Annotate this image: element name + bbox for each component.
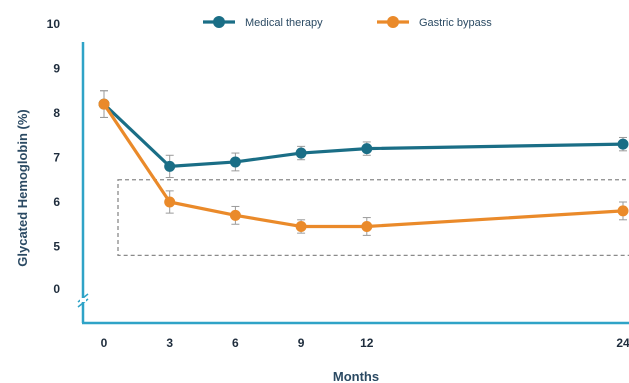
data-point bbox=[164, 161, 175, 172]
data-point bbox=[361, 221, 372, 232]
y-tick-label: 10 bbox=[47, 17, 61, 31]
y-tick-label: 6 bbox=[53, 195, 60, 209]
legend-item: Gastric bypass bbox=[377, 16, 492, 29]
data-point bbox=[618, 139, 629, 150]
legend-label: Gastric bypass bbox=[419, 17, 492, 29]
data-point bbox=[296, 148, 307, 159]
x-tick-label: 24 bbox=[616, 336, 629, 350]
y-tick-label: 9 bbox=[53, 62, 60, 76]
legend-marker bbox=[213, 16, 225, 28]
series-gastric-bypass bbox=[99, 91, 629, 236]
data-point bbox=[99, 99, 110, 110]
axis-break-gap bbox=[80, 298, 86, 302]
y-tick-label: 7 bbox=[53, 151, 60, 165]
data-point bbox=[361, 143, 372, 154]
data-point bbox=[230, 156, 241, 167]
data-point bbox=[296, 221, 307, 232]
x-axis-title: Months bbox=[333, 369, 379, 383]
series-layer bbox=[99, 91, 629, 236]
x-tick-label: 9 bbox=[298, 336, 305, 350]
legend: Medical therapy Gastric bypass bbox=[203, 16, 492, 29]
y-tick-label: 8 bbox=[53, 106, 60, 120]
data-point bbox=[230, 210, 241, 221]
reference-range-box bbox=[118, 180, 629, 256]
y-tick-label: 0 bbox=[53, 282, 60, 296]
data-point bbox=[164, 197, 175, 208]
legend-marker bbox=[387, 16, 399, 28]
reference-range-box-layer bbox=[118, 180, 629, 256]
x-tick-label: 3 bbox=[166, 336, 173, 350]
series-line bbox=[104, 104, 623, 166]
series-medical-therapy bbox=[99, 91, 629, 178]
x-tick-label: 6 bbox=[232, 336, 239, 350]
y-axis-title: Glycated Hemoglobin (%) bbox=[15, 109, 30, 266]
y-tick-label: 5 bbox=[53, 240, 60, 254]
x-tick-label: 0 bbox=[101, 336, 108, 350]
legend-label: Medical therapy bbox=[245, 17, 323, 29]
data-point bbox=[618, 205, 629, 216]
legend-item: Medical therapy bbox=[203, 16, 323, 29]
axes: 10 9 8 7 6 5 0 0 3 6 9 12 24 bbox=[47, 17, 629, 350]
x-tick-label: 12 bbox=[360, 336, 374, 350]
